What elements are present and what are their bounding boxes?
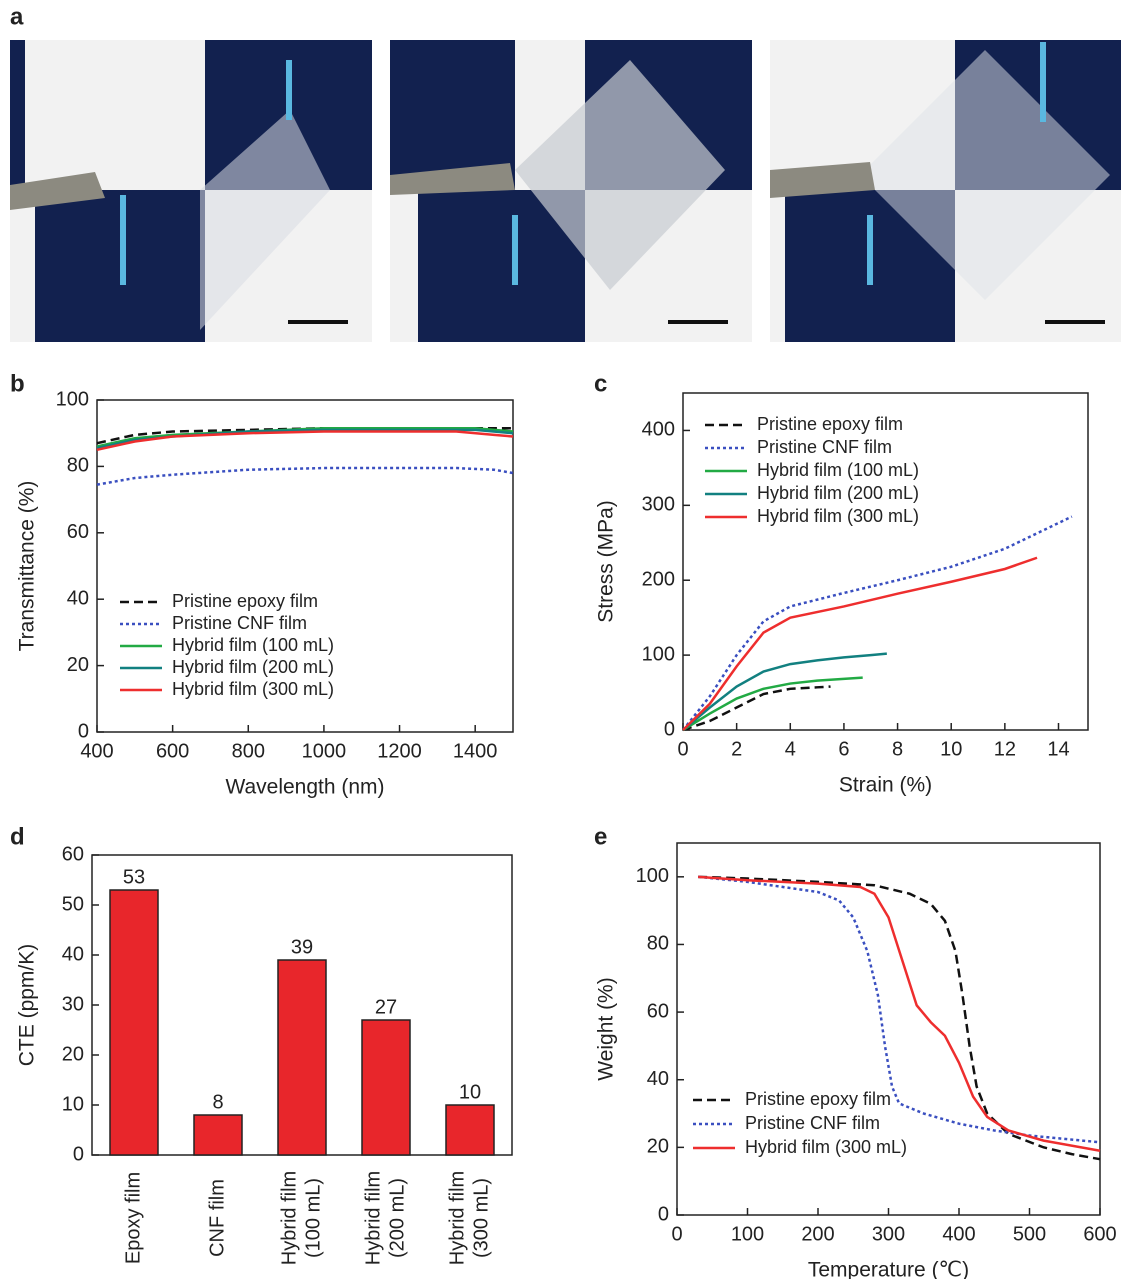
y-tick-label: 50 (62, 893, 84, 915)
x-tick-label: 4 (785, 738, 796, 760)
y-tick-label: 30 (62, 993, 84, 1015)
y-tick-label: 80 (67, 455, 89, 477)
y-tick-label: 60 (67, 521, 89, 543)
x-tick-label: 800 (232, 740, 265, 762)
y-tick-label: 20 (67, 654, 89, 676)
panel-label: e (594, 823, 607, 850)
bar (278, 960, 326, 1155)
y-tick-label: 400 (642, 419, 675, 441)
value-label: 8 (212, 1091, 223, 1113)
photo (770, 40, 1121, 342)
line-series (698, 877, 1100, 1151)
x-tick-label: 600 (1083, 1223, 1116, 1245)
y-tick-label: 40 (647, 1068, 669, 1090)
line-series (97, 468, 513, 485)
y-tick-label: 10 (62, 1093, 84, 1115)
x-tick-label: 200 (801, 1223, 834, 1245)
x-tick-label: 2 (731, 738, 742, 760)
y-tick-label: 20 (647, 1136, 669, 1158)
x-tick-label: 400 (942, 1223, 975, 1245)
legend-label: Hybrid film (300 mL) (757, 506, 919, 526)
bar (194, 1115, 242, 1155)
panel-label: d (10, 823, 25, 850)
x-tick-label: Hybrid film (278, 1171, 300, 1265)
line-series (683, 558, 1037, 730)
legend-label: Hybrid film (200 mL) (172, 657, 334, 677)
value-label: 10 (459, 1081, 481, 1103)
y-tick-label: 20 (62, 1043, 84, 1065)
x-tick-label: 1000 (302, 740, 347, 762)
panel-label: b (10, 370, 25, 397)
panel-label: a (10, 3, 24, 30)
legend-label: Pristine epoxy film (172, 591, 318, 611)
x-tick-label: 12 (994, 738, 1016, 760)
x-tick-label: 1400 (453, 740, 498, 762)
legend-label: Hybrid film (100 mL) (172, 635, 334, 655)
legend-label: Pristine epoxy film (745, 1089, 891, 1109)
x-tick-label: Hybrid film (362, 1171, 384, 1265)
y-tick-label: 200 (642, 569, 675, 591)
x-tick-label: 0 (677, 738, 688, 760)
x-tick-label: Hybrid film (446, 1171, 468, 1265)
x-tick-label: 10 (940, 738, 962, 760)
x-tick-label: 0 (671, 1223, 682, 1245)
value-label: 39 (291, 936, 313, 958)
legend-label: Pristine epoxy film (757, 414, 903, 434)
page: a b c d e 020406080100400600800100012001… (0, 0, 1123, 1279)
y-tick-label: 60 (62, 843, 84, 865)
x-tick-label: 400 (80, 740, 113, 762)
value-label: 27 (375, 996, 397, 1018)
y-tick-label: 100 (636, 865, 669, 887)
bar (446, 1105, 494, 1155)
y-tick-label: 100 (56, 388, 89, 410)
y-tick-label: 40 (67, 587, 89, 609)
x-axis-label: Wavelength (nm) (225, 776, 384, 799)
panel-label: c (594, 370, 607, 397)
y-tick-label: 0 (658, 1203, 669, 1225)
y-tick-label: 100 (642, 643, 675, 665)
x-tick-label: 14 (1047, 738, 1069, 760)
photo (390, 40, 752, 342)
line-series (97, 432, 513, 450)
x-axis-label: Strain (%) (839, 774, 932, 797)
y-axis-label: Transmittance (%) (16, 481, 39, 652)
legend-label: Hybrid film (300 mL) (745, 1137, 907, 1157)
x-tick-label: CNF film (206, 1179, 228, 1257)
y-tick-label: 40 (62, 943, 84, 965)
x-tick-label: 1200 (377, 740, 422, 762)
x-axis-label: Temperature (℃) (808, 1259, 969, 1279)
x-tick-label: 6 (838, 738, 849, 760)
plot-frame (677, 843, 1100, 1215)
y-tick-label: 300 (642, 494, 675, 516)
x-tick-label: (200 mL) (386, 1178, 408, 1258)
x-tick-label: (300 mL) (470, 1178, 492, 1258)
legend-label: Hybrid film (300 mL) (172, 679, 334, 699)
value-label: 53 (123, 866, 145, 888)
y-tick-label: 60 (647, 1000, 669, 1022)
legend-label: Pristine CNF film (172, 613, 307, 633)
y-tick-label: 0 (73, 1143, 84, 1165)
x-tick-label: Epoxy film (122, 1172, 144, 1264)
y-axis-label: Weight (%) (595, 977, 618, 1080)
x-tick-label: 300 (872, 1223, 905, 1245)
legend-label: Hybrid film (100 mL) (757, 460, 919, 480)
x-tick-label: 600 (156, 740, 189, 762)
bar (110, 890, 158, 1155)
x-tick-label: (100 mL) (302, 1178, 324, 1258)
y-axis-label: CTE (ppm/K) (16, 944, 39, 1067)
legend-label: Pristine CNF film (745, 1113, 880, 1133)
x-tick-label: 500 (1013, 1223, 1046, 1245)
legend-label: Hybrid film (200 mL) (757, 483, 919, 503)
x-tick-label: 8 (892, 738, 903, 760)
y-tick-label: 0 (78, 720, 89, 742)
y-tick-label: 80 (647, 933, 669, 955)
y-axis-label: Stress (MPa) (595, 500, 618, 623)
photo (10, 40, 372, 342)
bar (362, 1020, 410, 1155)
figure: a b c d e 020406080100400600800100012001… (0, 0, 1123, 1279)
y-tick-label: 0 (664, 718, 675, 740)
legend-label: Pristine CNF film (757, 437, 892, 457)
x-tick-label: 100 (731, 1223, 764, 1245)
